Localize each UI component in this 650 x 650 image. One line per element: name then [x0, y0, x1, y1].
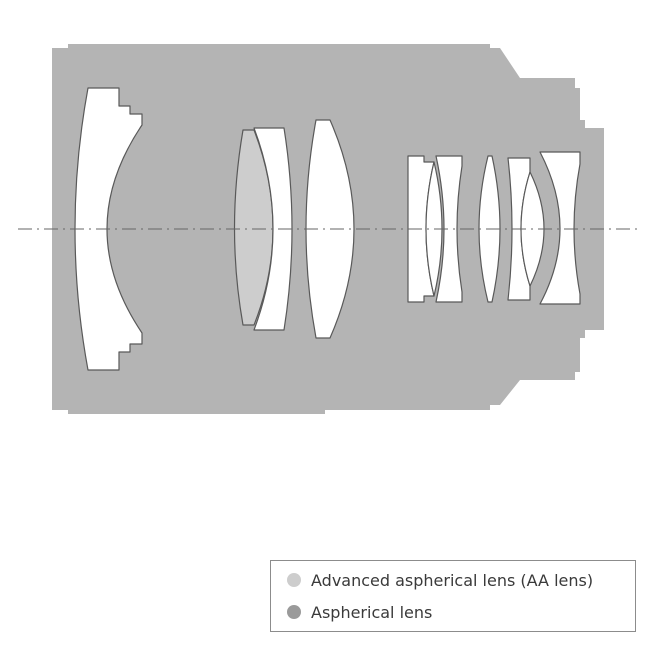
legend-item-aspherical-lens: Aspherical lens [287, 601, 432, 623]
aspherical-lens-swatch-icon [287, 605, 301, 619]
lens-element-3 [253, 127, 293, 331]
lens-element-7 [435, 155, 463, 303]
legend-label-aa-lens: Advanced aspherical lens (AA lens) [311, 570, 594, 590]
aa-lens-swatch-icon [287, 573, 301, 587]
legend-item-aa-lens: Advanced aspherical lens (AA lens) [287, 569, 593, 591]
lens-element-1 [74, 87, 143, 371]
legend-label-aspherical-lens: Aspherical lens [311, 602, 433, 622]
lens-element-11 [539, 151, 581, 305]
legend-box: Advanced aspherical lens (AA lens) Asphe… [270, 560, 636, 632]
